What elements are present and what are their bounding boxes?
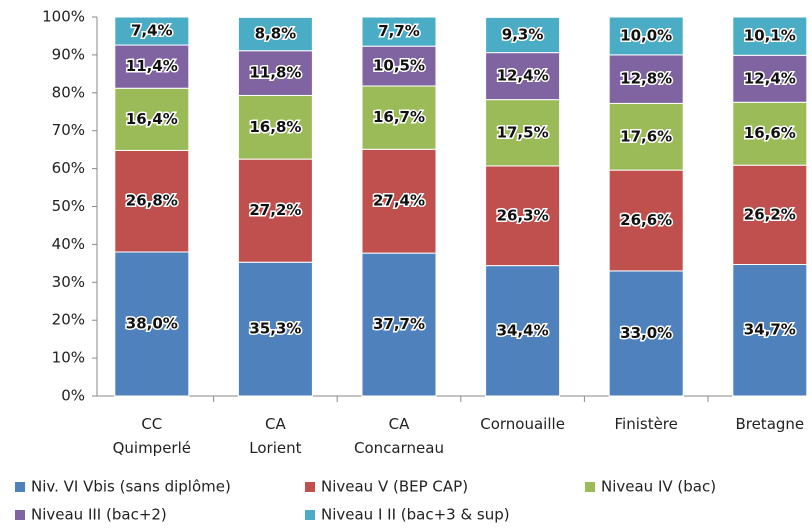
value-label: 12,8% — [620, 70, 672, 88]
bar-segment — [237, 261, 313, 397]
bar-segment — [732, 164, 808, 265]
value-label: 27,4% — [373, 192, 425, 210]
x-tick-label: Bretagne — [735, 415, 804, 433]
value-label: 7,4% — [131, 22, 173, 40]
value-label: 17,6% — [620, 127, 672, 145]
y-tick-label: 70% — [52, 121, 85, 139]
bar-segment — [237, 158, 313, 263]
bar-segment — [732, 16, 808, 56]
bar-segment — [361, 45, 437, 87]
x-tick-label: Finistère — [615, 415, 678, 433]
bar-segment — [608, 16, 684, 56]
legend-label: Niveau III (bac+2) — [31, 506, 167, 524]
value-label: 16,6% — [744, 124, 796, 142]
value-label: 27,2% — [249, 201, 301, 219]
bar-segment — [114, 16, 190, 46]
value-label: 35,3% — [249, 320, 301, 338]
bar-segment — [485, 52, 561, 101]
bar-segment — [361, 85, 437, 150]
bar-segment — [608, 54, 684, 104]
bar-segment — [608, 270, 684, 397]
bar-segment — [361, 148, 437, 254]
bar-segment — [608, 169, 684, 272]
bar-segment — [608, 102, 684, 171]
value-label: 12,4% — [744, 69, 796, 87]
bar-segment — [361, 16, 437, 47]
y-tick-label: 20% — [52, 311, 85, 329]
value-label: 33,0% — [620, 324, 672, 342]
value-label: 11,4% — [126, 57, 178, 75]
bar-segment — [237, 94, 313, 160]
value-label: 9,3% — [502, 26, 544, 44]
legend-swatch — [15, 482, 25, 492]
bar-segment — [485, 165, 561, 267]
y-tick-label: 40% — [52, 235, 85, 253]
legend-swatch — [585, 482, 595, 492]
y-tick-label: 0% — [61, 387, 85, 405]
legend-swatch — [15, 510, 25, 520]
bar-segment — [485, 16, 561, 54]
bar-segment — [732, 263, 808, 397]
value-label: 16,4% — [126, 110, 178, 128]
y-tick-label: 90% — [52, 45, 85, 63]
bar-segment — [237, 50, 313, 96]
value-label: 26,6% — [620, 211, 672, 229]
value-label: 11,8% — [249, 64, 301, 82]
y-tick-label: 60% — [52, 159, 85, 177]
value-label: 34,7% — [744, 321, 796, 339]
value-label: 26,3% — [497, 206, 549, 224]
value-label: 10,1% — [744, 27, 796, 45]
value-label: 34,4% — [497, 321, 549, 339]
y-tick-label: 30% — [52, 273, 85, 291]
y-tick-label: 10% — [52, 349, 85, 367]
value-label: 10,0% — [620, 26, 672, 44]
legend-label: Niv. VI Vbis (sans diplôme) — [31, 478, 231, 496]
value-label: 12,4% — [497, 67, 549, 85]
bar-segment — [485, 99, 561, 167]
legend-label: Niveau IV (bac) — [601, 478, 716, 496]
y-tick-label: 100% — [42, 8, 85, 26]
bar-segment — [485, 265, 561, 397]
legend-label: Niveau V (BEP CAP) — [321, 478, 468, 496]
value-label: 10,5% — [373, 57, 425, 75]
x-tick-label: Cornouaille — [480, 415, 565, 433]
value-label: 37,7% — [373, 315, 425, 333]
bar-segment — [237, 16, 313, 52]
x-tick-label: CA Lorient — [249, 415, 301, 457]
bar-segment — [114, 44, 190, 89]
value-label: 16,8% — [249, 118, 301, 136]
y-tick-label: 80% — [52, 83, 85, 101]
value-label: 17,5% — [497, 123, 549, 141]
legend-label: Niveau I II (bac+3 & sup) — [321, 506, 510, 524]
bar-segment — [361, 252, 437, 397]
legend-swatch — [305, 482, 315, 492]
value-label: 16,7% — [373, 108, 425, 126]
value-label: 38,0% — [126, 314, 178, 332]
value-label: 26,8% — [126, 192, 178, 210]
value-label: 8,8% — [255, 25, 297, 43]
bar-segment — [732, 54, 808, 103]
y-tick-label: 50% — [52, 197, 85, 215]
value-label: 7,7% — [378, 22, 420, 40]
legend-swatch — [305, 510, 315, 520]
x-tick-label: CA Concarneau — [354, 415, 444, 457]
value-label: 26,2% — [744, 205, 796, 223]
x-tick-label: CC Quimperlé — [113, 415, 191, 457]
bar-segment — [732, 101, 808, 166]
